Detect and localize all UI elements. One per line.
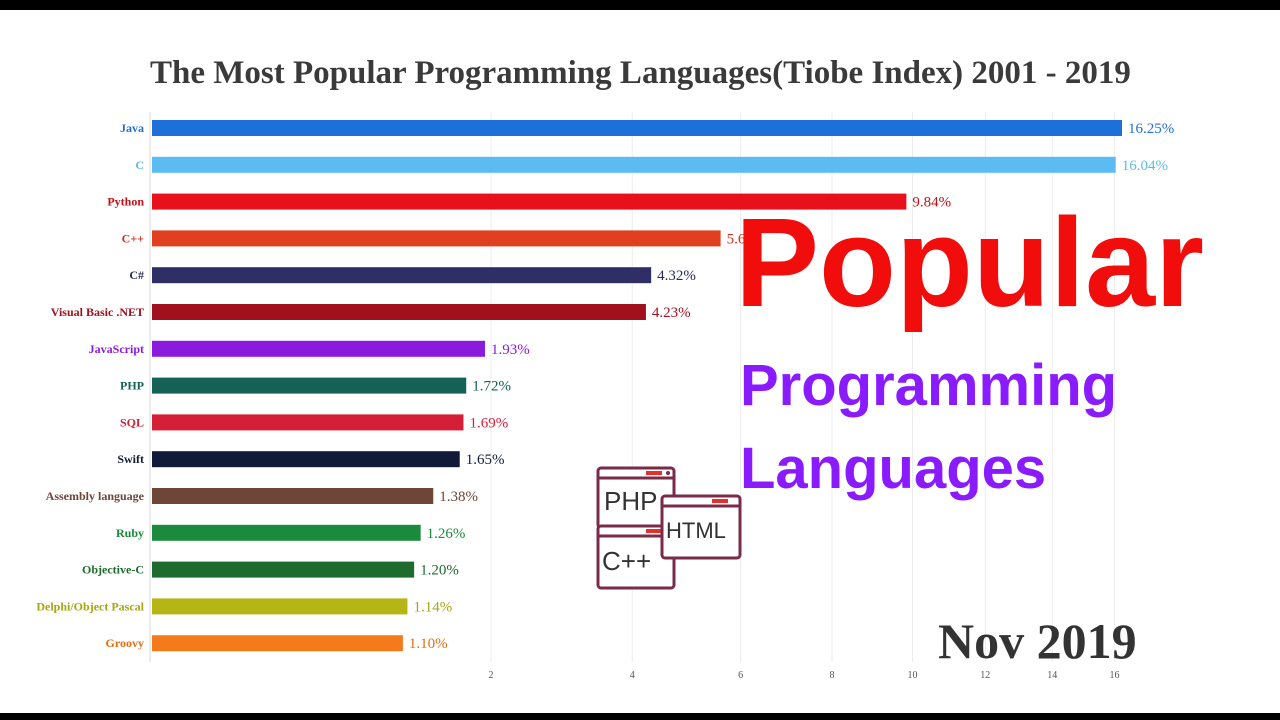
bottom-letterbox-bar — [0, 713, 1280, 720]
value-label: 1.10% — [409, 636, 448, 652]
value-label: 1.20% — [420, 563, 459, 579]
value-label: 1.14% — [413, 599, 452, 615]
x-tick-label: 14 — [1047, 670, 1057, 681]
bar — [152, 267, 652, 284]
x-tick-label: 8 — [830, 670, 835, 681]
category-label: Java — [120, 121, 144, 135]
category-label: PHP — [120, 379, 144, 393]
bar — [152, 230, 721, 247]
bar — [152, 193, 907, 210]
bar — [152, 304, 646, 320]
html-icon-label: HTML — [666, 518, 726, 543]
category-label: SQL — [120, 415, 144, 429]
value-label: 9.84% — [912, 195, 951, 211]
category-label: JavaScript — [89, 342, 144, 356]
bar — [152, 635, 403, 652]
category-label: Ruby — [116, 526, 144, 540]
value-label: 1.72% — [472, 379, 511, 395]
bar — [152, 414, 464, 431]
overlay-programming-text: Programming — [740, 353, 1118, 418]
html-file-icon: HTML — [660, 494, 742, 560]
top-letterbox-bar — [0, 0, 1280, 10]
category-label: C++ — [122, 231, 145, 245]
x-tick-label: 4 — [630, 670, 635, 681]
value-label: 16.04% — [1122, 158, 1168, 174]
x-tick-label: 2 — [489, 670, 494, 681]
code-files-icon: PHP C++ HTML — [596, 466, 742, 590]
category-label: Python — [107, 195, 144, 209]
value-label: 1.65% — [466, 452, 505, 468]
value-label: 1.26% — [427, 526, 466, 542]
category-label: Delphi/Object Pascal — [36, 599, 144, 613]
category-label: Swift — [117, 452, 144, 466]
category-label: Assembly language — [46, 489, 145, 503]
bar — [152, 598, 408, 615]
bar — [152, 524, 421, 541]
value-label: 1.93% — [491, 342, 530, 358]
value-label: 1.38% — [439, 489, 478, 505]
overlay-headline: Popular — [735, 192, 1205, 333]
value-label: 5.6% — [727, 231, 758, 247]
period-label: Nov 2019 — [938, 613, 1137, 669]
bar — [152, 120, 1122, 136]
value-label: 16.25% — [1128, 121, 1174, 137]
x-tick-label: 12 — [980, 670, 990, 681]
php-icon-label: PHP — [604, 486, 657, 516]
x-tick-label: 6 — [738, 670, 743, 681]
chart-title: The Most Popular Programming Languages(T… — [150, 55, 1131, 91]
value-label: 4.32% — [657, 268, 696, 284]
bar — [152, 488, 434, 504]
value-label: 4.23% — [652, 305, 691, 321]
bar — [152, 156, 1116, 173]
category-label: Groovy — [106, 636, 144, 650]
category-label: Visual Basic .NET — [51, 305, 144, 319]
category-label: C# — [129, 268, 144, 282]
bar — [152, 340, 485, 357]
value-label: 1.69% — [469, 415, 508, 431]
bar — [152, 451, 460, 468]
x-tick-label: 16 — [1109, 670, 1119, 681]
cpp-file-icon: C++ — [596, 524, 676, 590]
overlay-languages-text: Languages — [740, 436, 1047, 501]
php-file-icon: PHP — [596, 466, 676, 530]
cpp-icon-label: C++ — [602, 546, 651, 576]
bar — [152, 377, 467, 394]
category-label: C — [135, 158, 144, 172]
category-label: Objective-C — [82, 563, 144, 577]
x-tick-label: 10 — [907, 670, 917, 681]
bar — [152, 561, 415, 578]
